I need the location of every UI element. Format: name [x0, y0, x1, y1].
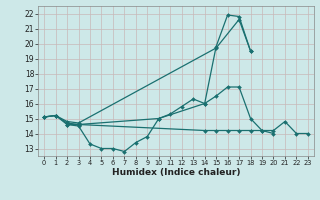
X-axis label: Humidex (Indice chaleur): Humidex (Indice chaleur) — [112, 168, 240, 177]
